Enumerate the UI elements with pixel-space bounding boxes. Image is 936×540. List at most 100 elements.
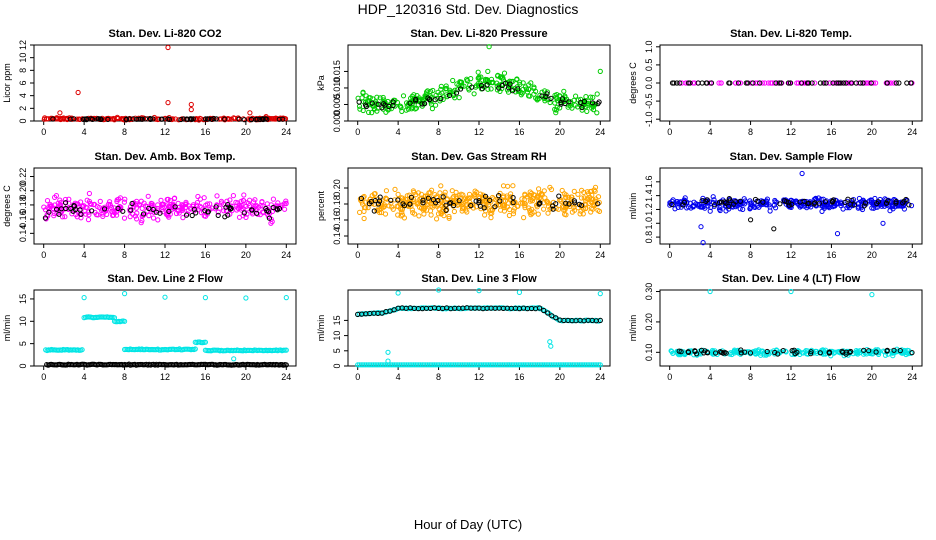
data-point-s1: [365, 98, 372, 104]
data-point-s1: [672, 206, 678, 212]
data-point-s2: [203, 116, 209, 122]
data-point-s2: [358, 195, 364, 201]
data-point-s1: [555, 362, 562, 368]
x-tick-label: 8: [122, 372, 127, 382]
x-tick-label: 4: [82, 372, 87, 382]
data-point-s1: [533, 362, 539, 368]
data-point-s2: [390, 99, 396, 105]
data-point-s2: [726, 196, 732, 202]
data-point-s1: [592, 362, 598, 368]
data-point-s2: [788, 80, 794, 86]
data-point-s1: [395, 362, 401, 368]
data-point-s1: [421, 206, 427, 212]
data-point-s2: [836, 80, 842, 86]
data-point-s1: [596, 208, 603, 214]
data-point-s1-outlier: [880, 220, 886, 226]
data-point-s2: [808, 349, 814, 355]
data-point-s1: [459, 362, 465, 368]
y-tick-label: 5: [18, 341, 28, 346]
data-point-s1: [554, 92, 560, 98]
data-point-s1: [201, 213, 207, 219]
data-point-s1: [463, 362, 469, 368]
data-point-s2: [63, 200, 69, 206]
data-point-s1: [473, 362, 479, 368]
data-point-s1: [97, 198, 103, 204]
data-point-s2: [713, 350, 719, 356]
data-point-s1: [767, 208, 773, 214]
y-tick-label: 0.22: [18, 168, 28, 186]
data-point-s1: [53, 193, 60, 199]
data-point-s2: [893, 80, 899, 86]
data-point-s2: [808, 351, 814, 357]
data-point-s1: [454, 362, 460, 368]
data-point-s1: [451, 193, 457, 200]
data-point-s2: [703, 80, 709, 86]
x-tick-label: 0: [355, 127, 360, 137]
data-point-s1: [552, 362, 558, 368]
data-point-s2: [873, 349, 879, 355]
data-point-s1: [488, 76, 495, 83]
data-point-s2: [456, 198, 462, 204]
y-tick-label: 0: [332, 363, 342, 368]
data-point-s2: [553, 315, 559, 321]
data-point-s2: [147, 115, 153, 122]
data-point-s1: [534, 362, 541, 368]
data-point-s1: [536, 186, 542, 192]
data-point-s1: [86, 198, 93, 205]
x-tick-label: 0: [41, 372, 46, 382]
data-point-s1: [204, 201, 210, 207]
data-point-s2: [419, 101, 425, 107]
panel-title: Stan. Dev. Line 4 (LT) Flow: [722, 273, 861, 285]
data-point-s1: [552, 100, 558, 106]
x-tick-label: 4: [708, 250, 713, 260]
data-point-s1: [515, 88, 521, 94]
data-point-s1: [461, 362, 467, 368]
x-tick-label: 20: [555, 250, 565, 260]
data-point-s2: [676, 348, 682, 354]
data-point-s1: [51, 213, 57, 219]
data-point-s1: [59, 214, 66, 220]
data-point-s1: [165, 196, 171, 202]
data-point-s2: [738, 350, 744, 356]
data-point-s1: [429, 187, 435, 193]
data-point-s1: [853, 348, 859, 354]
data-point-s1: [235, 205, 241, 211]
data-point-s1: [62, 214, 68, 220]
data-point-s1: [569, 362, 576, 368]
x-tick-label: 12: [786, 127, 796, 137]
x-tick-label: 4: [82, 127, 87, 137]
data-point-s2: [241, 210, 247, 216]
data-point-s1: [518, 92, 524, 98]
data-point-s1: [501, 205, 507, 211]
data-point-s1: [456, 82, 462, 88]
data-point-s1: [488, 207, 494, 214]
data-point-s2: [115, 205, 121, 211]
data-point-s1: [444, 196, 451, 202]
data-point-s1: [520, 86, 526, 93]
data-point-s2: [578, 99, 584, 106]
data-point-s2: [487, 197, 493, 203]
data-point-s1: [581, 195, 587, 201]
data-point-s1: [572, 102, 579, 108]
data-point-s1: [486, 362, 492, 368]
data-point-s1: [365, 311, 371, 317]
data-point-s1: [503, 362, 509, 368]
data-point-s1: [490, 305, 496, 311]
data-point-s2: [105, 116, 111, 123]
data-point-s2: [451, 202, 457, 209]
data-point-s1: [886, 80, 892, 86]
data-point-s1: [381, 362, 387, 368]
data-point-s1: [383, 362, 389, 368]
data-point-s1: [561, 88, 567, 94]
data-point-s2: [789, 348, 795, 354]
x-tick-label: 4: [396, 127, 401, 137]
data-point-s1: [856, 204, 862, 210]
data-point-s1: [57, 197, 63, 203]
data-point-s1: [534, 97, 540, 103]
data-point-s1: [512, 362, 518, 368]
data-point-s1: [428, 362, 434, 368]
data-point-s1: [374, 94, 380, 100]
data-point-s2: [695, 80, 701, 86]
x-tick-label: 24: [595, 372, 605, 382]
data-point-s2: [884, 80, 890, 86]
